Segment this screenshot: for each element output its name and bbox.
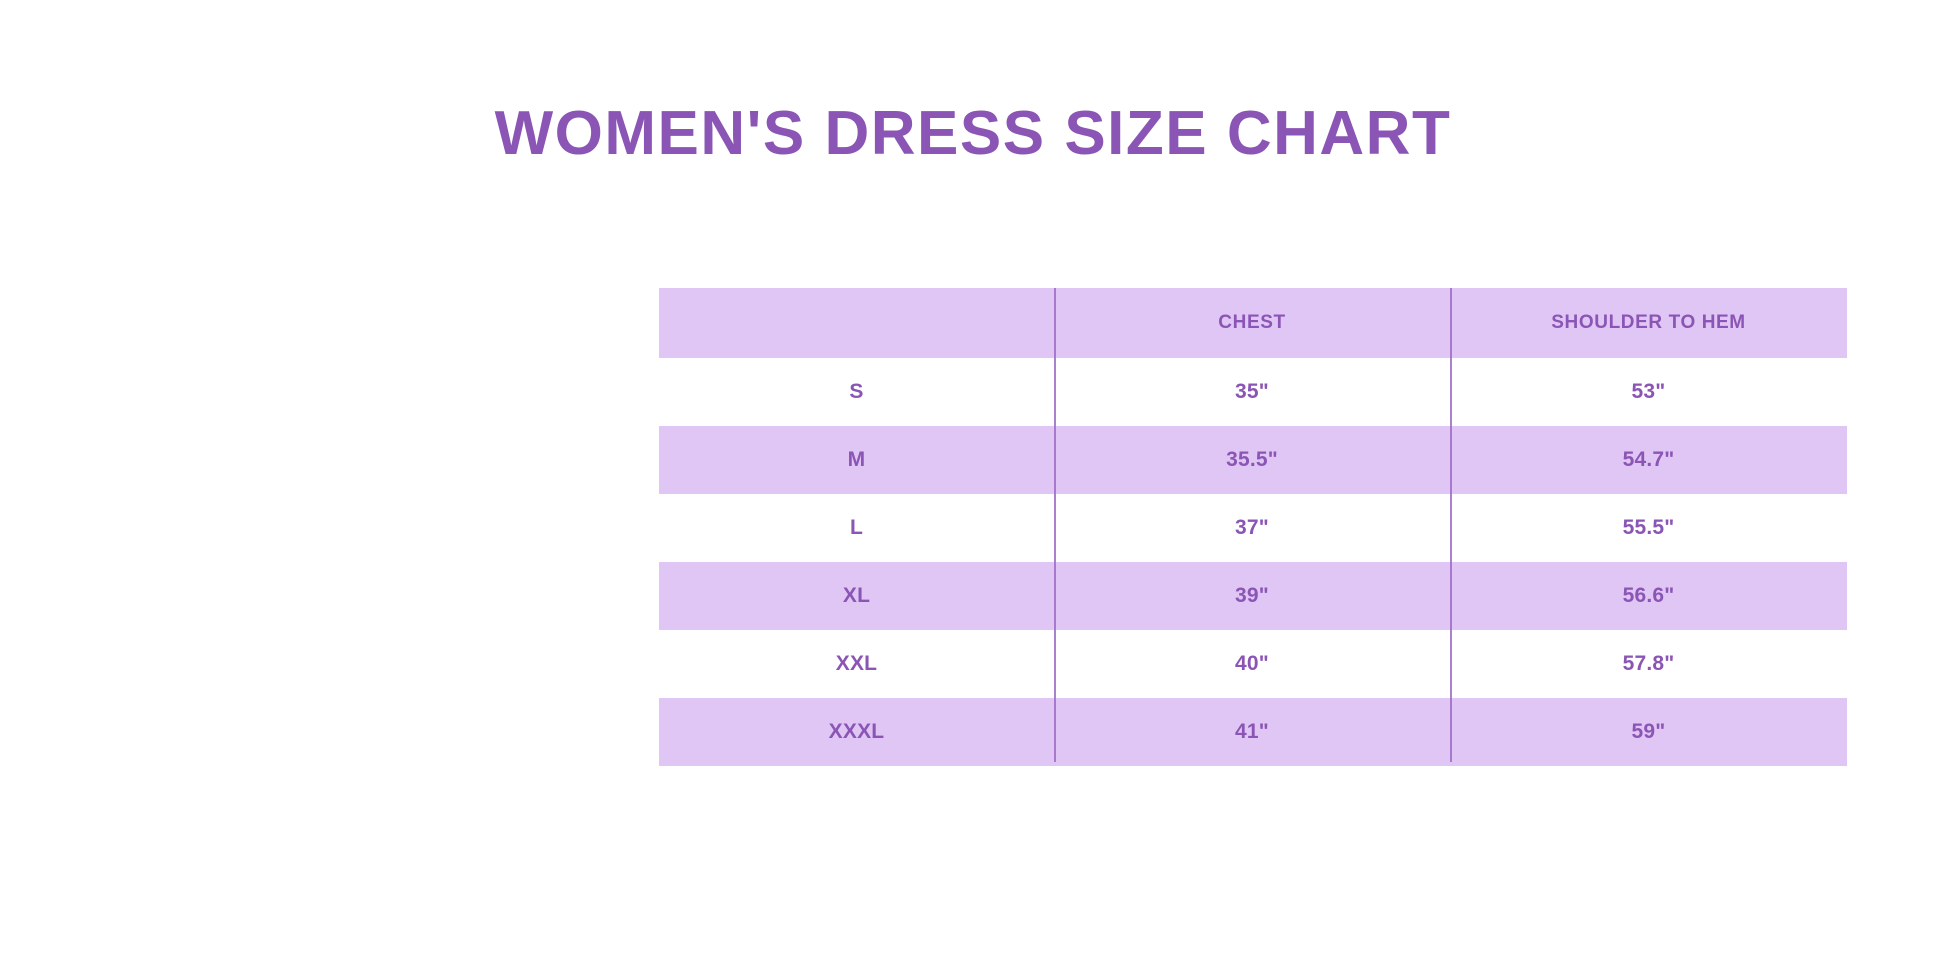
table-header-row: CHEST SHOULDER TO HEM <box>659 288 1847 358</box>
table-body: S 35" 53" M 35.5" 54.7" L 37" 55.5" XL 3… <box>659 358 1847 766</box>
cell-size: L <box>659 494 1054 562</box>
column-header-chest: CHEST <box>1054 288 1450 358</box>
size-chart-table: CHEST SHOULDER TO HEM S 35" 53" M 35.5" … <box>659 288 1847 766</box>
cell-chest: 35.5" <box>1054 426 1450 494</box>
cell-size: M <box>659 426 1054 494</box>
column-header-size <box>659 288 1054 358</box>
cell-shoulder-to-hem: 53" <box>1450 358 1847 426</box>
cell-chest: 41" <box>1054 698 1450 766</box>
table-row: L 37" 55.5" <box>659 494 1847 562</box>
cell-chest: 35" <box>1054 358 1450 426</box>
cell-chest: 37" <box>1054 494 1450 562</box>
cell-shoulder-to-hem: 56.6" <box>1450 562 1847 630</box>
cell-shoulder-to-hem: 57.8" <box>1450 630 1847 698</box>
cell-chest: 40" <box>1054 630 1450 698</box>
cell-size: XXL <box>659 630 1054 698</box>
cell-shoulder-to-hem: 55.5" <box>1450 494 1847 562</box>
size-table-container: CHEST SHOULDER TO HEM S 35" 53" M 35.5" … <box>659 288 1847 766</box>
table-row: XL 39" 56.6" <box>659 562 1847 630</box>
column-header-shoulder-to-hem: SHOULDER TO HEM <box>1450 288 1847 358</box>
cell-chest: 39" <box>1054 562 1450 630</box>
table-row: XXL 40" 57.8" <box>659 630 1847 698</box>
table-row: M 35.5" 54.7" <box>659 426 1847 494</box>
table-row: S 35" 53" <box>659 358 1847 426</box>
table-header: CHEST SHOULDER TO HEM <box>659 288 1847 358</box>
cell-shoulder-to-hem: 54.7" <box>1450 426 1847 494</box>
page-title: WOMEN'S DRESS SIZE CHART <box>494 98 1452 168</box>
cell-size: XL <box>659 562 1054 630</box>
cell-size: XXXL <box>659 698 1054 766</box>
cell-shoulder-to-hem: 59" <box>1450 698 1847 766</box>
table-row: XXXL 41" 59" <box>659 698 1847 766</box>
cell-size: S <box>659 358 1054 426</box>
